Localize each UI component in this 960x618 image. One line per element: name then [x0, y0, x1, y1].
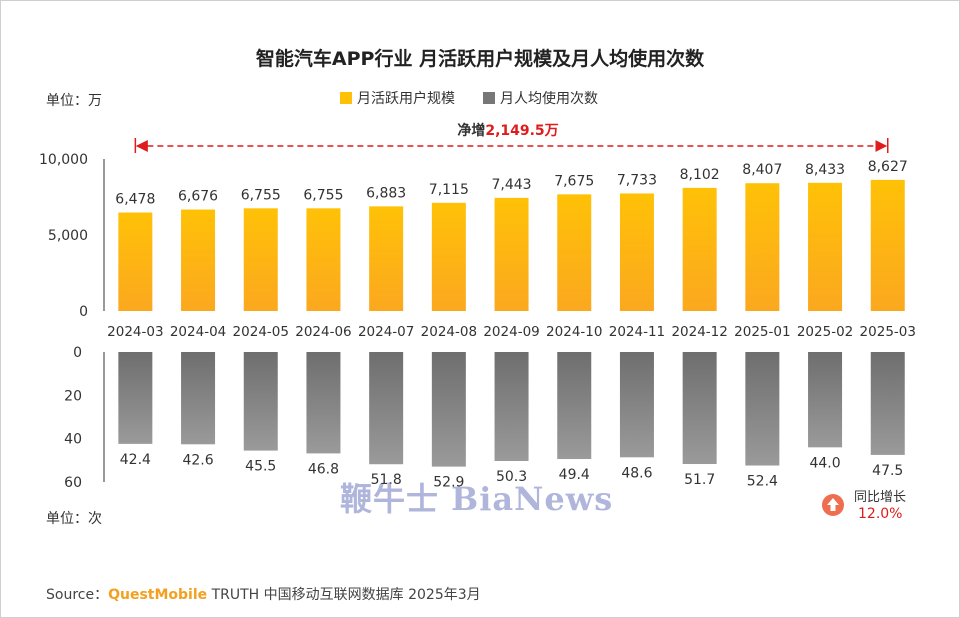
x-tick-label: 2025-01 — [734, 324, 790, 340]
usage-data-label: 51.7 — [684, 472, 715, 488]
usage-data-label: 49.4 — [559, 467, 590, 483]
mau-bar — [745, 183, 780, 311]
mau-data-label: 6,478 — [115, 192, 155, 208]
mau-bar — [808, 182, 843, 311]
watermark: 鞭牛士 BiaNews — [340, 480, 614, 518]
top-y-tick-label: 5,000 — [48, 228, 88, 244]
usage-bar — [118, 352, 153, 444]
mau-data-label: 7,733 — [617, 172, 657, 188]
mau-data-label: 6,883 — [366, 185, 406, 201]
bottom-y-tick-label: 0 — [73, 345, 82, 361]
x-tick-label: 2024-11 — [609, 324, 665, 340]
bottom-unit-label: 单位：次 — [46, 511, 102, 527]
source-rest: TRUTH 中国移动互联网数据库 2025年3月 — [207, 587, 481, 603]
mau-data-label: 6,755 — [303, 187, 343, 203]
x-tick-label: 2025-02 — [797, 324, 853, 340]
mau-bar — [306, 208, 341, 311]
x-tick-label: 2024-12 — [671, 324, 727, 340]
legend-swatch-mau — [340, 92, 352, 104]
mau-bar — [369, 206, 404, 311]
source-prefix: Source： — [46, 587, 109, 603]
mau-bar — [181, 209, 216, 311]
x-tick-label: 2024-05 — [233, 324, 289, 340]
legend-label-mau: 月活跃用户规模 — [357, 91, 455, 107]
net-increase-label: 净增2,149.5万 — [0, 120, 960, 140]
usage-bar — [682, 352, 717, 465]
x-tick-label: 2024-10 — [546, 324, 602, 340]
x-tick-label: 2024-03 — [107, 324, 163, 340]
usage-data-label: 51.8 — [371, 472, 402, 488]
mau-bar — [557, 194, 592, 311]
usage-data-label: 50.3 — [496, 469, 527, 485]
x-tick-label: 2024-08 — [421, 324, 477, 340]
yoy-value: 12.0% — [858, 506, 903, 522]
usage-bar — [619, 352, 654, 458]
x-tick-label: 2025-03 — [860, 324, 916, 340]
mau-bar — [619, 193, 654, 311]
top-y-tick-label: 10,000 — [39, 152, 88, 168]
usage-data-label: 45.5 — [245, 459, 276, 475]
mau-data-label: 8,433 — [805, 162, 845, 178]
x-tick-label: 2024-04 — [170, 324, 226, 340]
bottom-y-tick-label: 20 — [64, 388, 82, 404]
usage-data-label: 52.9 — [433, 475, 464, 491]
x-tick-label: 2024-09 — [483, 324, 539, 340]
legend-label-usage: 月人均使用次数 — [500, 91, 598, 107]
usage-bar — [557, 352, 592, 460]
mau-bar — [431, 202, 466, 311]
mau-bar — [682, 187, 717, 311]
usage-bar — [369, 352, 404, 465]
net-increase-value: 2,149.5万 — [485, 123, 559, 139]
usage-data-label: 46.8 — [308, 461, 339, 477]
mau-bar — [494, 197, 529, 311]
bottom-y-tick-label: 40 — [64, 432, 82, 448]
legend: 月活跃用户规模 月人均使用次数 — [340, 88, 598, 108]
chart-title: 智能汽车APP行业 月活跃用户规模及月人均使用次数 — [255, 48, 705, 70]
usage-data-label: 52.4 — [747, 474, 778, 490]
usage-data-label: 42.6 — [182, 452, 213, 468]
up-arrow-icon — [822, 494, 844, 516]
mau-bar — [870, 179, 905, 311]
mau-data-label: 8,627 — [868, 159, 908, 175]
mau-data-label: 6,755 — [241, 187, 281, 203]
usage-bar — [431, 352, 466, 467]
usage-data-label: 44.0 — [809, 455, 840, 471]
usage-bar — [745, 352, 780, 466]
usage-data-label: 48.6 — [621, 465, 652, 481]
x-tick-label: 2024-07 — [358, 324, 414, 340]
mau-data-label: 7,115 — [429, 182, 469, 198]
source-line: Source：QuestMobile TRUTH 中国移动互联网数据库 2025… — [46, 584, 481, 604]
top-y-tick-label: 0 — [79, 304, 88, 320]
legend-item-mau: 月活跃用户规模 — [340, 88, 455, 108]
mau-data-label: 8,407 — [742, 162, 782, 178]
mau-data-label: 7,443 — [492, 177, 532, 193]
mau-data-label: 7,675 — [554, 173, 594, 189]
x-tick-label: 2024-06 — [295, 324, 351, 340]
usage-bar — [306, 352, 341, 454]
usage-bar — [494, 352, 529, 461]
source-brand: QuestMobile — [108, 587, 208, 603]
top-unit-label: 单位：万 — [46, 93, 102, 109]
usage-data-label: 42.4 — [120, 452, 151, 468]
usage-bar — [181, 352, 216, 445]
yoy-label: 同比增长 — [854, 490, 907, 505]
legend-swatch-usage — [483, 92, 495, 104]
net-increase-prefix: 净增 — [457, 123, 486, 139]
legend-item-usage: 月人均使用次数 — [483, 88, 598, 108]
mau-data-label: 6,676 — [178, 189, 218, 205]
mau-bar — [243, 208, 278, 311]
usage-bar — [808, 352, 843, 448]
usage-bar — [870, 352, 905, 455]
mau-bar — [118, 212, 153, 311]
usage-bar — [243, 352, 278, 451]
bottom-y-tick-label: 60 — [64, 475, 82, 491]
usage-data-label: 47.5 — [872, 463, 903, 479]
mau-data-label: 8,102 — [680, 167, 720, 183]
